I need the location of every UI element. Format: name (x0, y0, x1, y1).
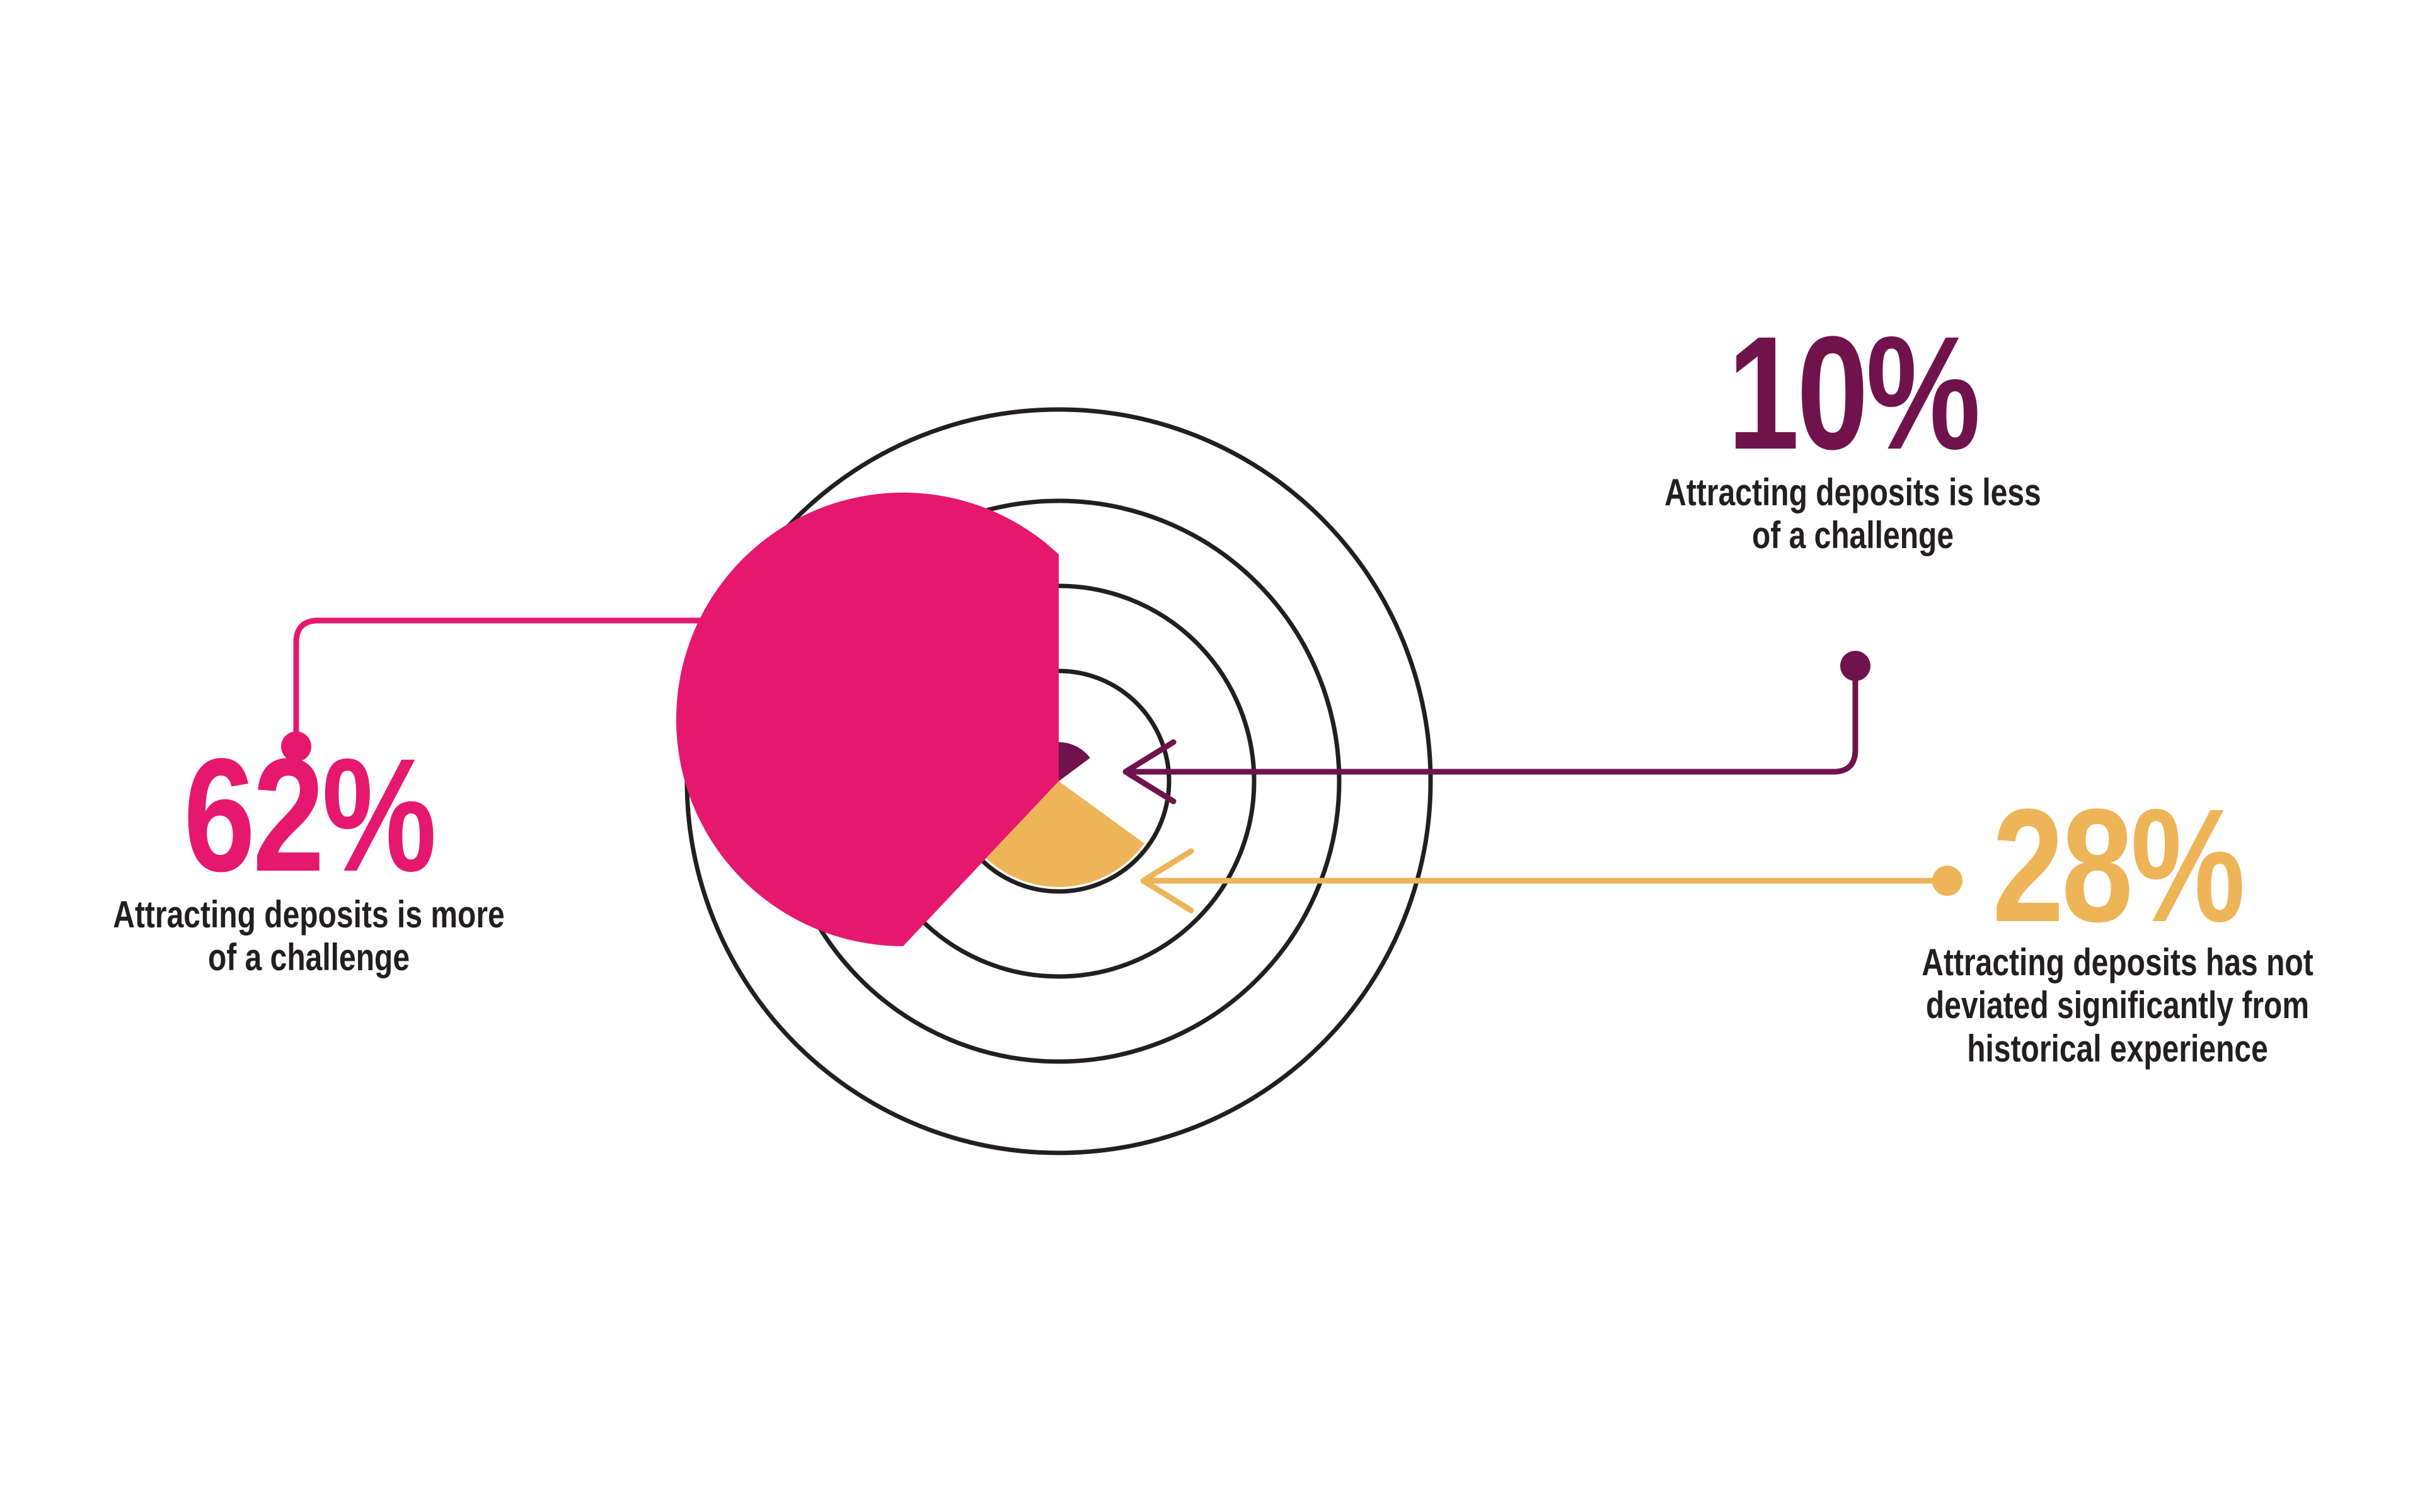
connector-62-dot (281, 731, 311, 762)
callout-28-value: 28% (1992, 776, 2245, 956)
callout-62-description: Attracting deposits is more of a challen… (113, 893, 505, 979)
connector-10 (1122, 669, 1858, 805)
callout-62-value: 62% (183, 725, 437, 905)
slice-28-gold (986, 781, 1144, 887)
slice-62-pink (676, 492, 1059, 946)
connector-62 (293, 588, 869, 743)
target-rings (684, 407, 1433, 1155)
connector-28 (1140, 848, 1944, 914)
callout-62: 62% Attracting deposits is more of a cha… (13, 725, 605, 980)
connector-10-dot (1840, 651, 1870, 681)
slice-10-plum (1059, 742, 1090, 781)
callout-28: 28% Attracting deposits has not deviated… (1815, 776, 2420, 1070)
connector-28-dot (1932, 866, 1962, 896)
callout-10-description: Attracting deposits is less of a challen… (1664, 471, 2041, 557)
callout-10-value: 10% (1727, 303, 1981, 483)
callout-10: 10% Attracting deposits is less of a cha… (1538, 303, 2168, 558)
callout-28-description: Attracting deposits has not deviated sig… (1922, 941, 2313, 1070)
